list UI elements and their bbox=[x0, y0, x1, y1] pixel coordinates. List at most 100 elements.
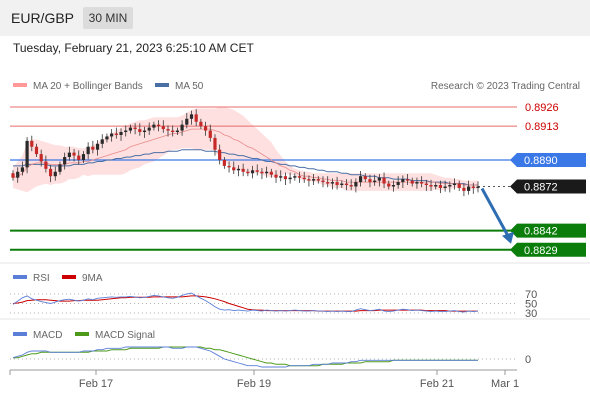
candle-body bbox=[373, 180, 377, 183]
candle-body bbox=[377, 177, 381, 181]
macd-panel: 0 bbox=[10, 346, 531, 368]
candle-body bbox=[95, 143, 100, 150]
candle-body bbox=[161, 126, 165, 130]
candle-body bbox=[128, 127, 133, 131]
candle-body bbox=[138, 129, 142, 133]
candle-body bbox=[11, 173, 15, 178]
candle-body bbox=[222, 160, 226, 166]
level-tag-0.8890 bbox=[510, 153, 586, 167]
candle-body bbox=[227, 165, 231, 168]
candle-body bbox=[124, 130, 128, 133]
candle-body bbox=[471, 186, 475, 188]
level-label-0.8926: 0.8926 bbox=[525, 102, 559, 114]
candle-body bbox=[152, 124, 156, 128]
candle-body bbox=[142, 130, 147, 133]
candle-body bbox=[321, 180, 325, 183]
candle-body bbox=[48, 168, 53, 177]
level-label-0.8842: 0.8842 bbox=[524, 226, 558, 238]
candle-body bbox=[391, 185, 396, 187]
rsi-legend-swatch bbox=[13, 275, 27, 279]
rsi-legend-label: RSI bbox=[33, 273, 50, 284]
candle-body bbox=[110, 133, 114, 137]
candle-body bbox=[175, 130, 179, 133]
macd-legend-label: MACD bbox=[33, 330, 62, 341]
candle-body bbox=[236, 168, 241, 171]
level-label-0.8872: 0.8872 bbox=[524, 182, 558, 194]
level-tag-0.8829 bbox=[510, 242, 586, 257]
candle-body bbox=[105, 136, 109, 140]
candle-body bbox=[274, 174, 278, 178]
candle-body bbox=[63, 157, 67, 165]
macd-signal-legend-swatch bbox=[75, 332, 89, 336]
candle-body bbox=[250, 170, 255, 174]
candle-body bbox=[53, 171, 57, 177]
candle-body bbox=[180, 124, 184, 131]
x-tick-label: Mar 1 bbox=[491, 378, 519, 390]
candle-body bbox=[429, 185, 433, 187]
candle-body bbox=[405, 179, 410, 181]
candle-body bbox=[443, 186, 447, 188]
candle-body bbox=[213, 137, 217, 150]
rsi-level-label: 70 bbox=[525, 289, 537, 301]
candle-body bbox=[246, 171, 250, 174]
candle-body bbox=[288, 177, 292, 180]
candle-body bbox=[208, 130, 212, 138]
candle-body bbox=[260, 171, 264, 174]
rsi-level-label: 50 bbox=[525, 299, 537, 311]
candle-body bbox=[307, 179, 311, 181]
candle-body bbox=[467, 186, 471, 191]
ma20-line bbox=[12, 128, 478, 186]
macd-signal-line bbox=[13, 346, 478, 367]
rsi-level-label: 30 bbox=[525, 308, 537, 320]
chart-header-bar: EUR/GBP 30 MIN bbox=[0, 0, 590, 36]
x-tick-label: Feb 17 bbox=[79, 378, 113, 390]
candle-body bbox=[344, 183, 349, 186]
level-tag-0.8872 bbox=[510, 179, 586, 194]
level-label-0.8890: 0.8890 bbox=[524, 155, 558, 167]
candle-body bbox=[387, 183, 391, 187]
candle-body bbox=[185, 118, 189, 125]
level-tag-0.8842 bbox=[510, 223, 586, 238]
price-panel: 0.8926 0.8913 0.8890 0.8872 0.8842 0.8829 bbox=[10, 102, 586, 257]
candle-body bbox=[147, 127, 151, 131]
candle-body bbox=[457, 183, 461, 188]
macd-legend-swatch bbox=[13, 332, 27, 336]
candle-body bbox=[67, 152, 71, 158]
level-label-0.8829: 0.8829 bbox=[524, 245, 558, 257]
candle-body bbox=[91, 146, 95, 150]
candle-body bbox=[358, 176, 363, 183]
ma20-legend-swatch bbox=[13, 83, 27, 87]
candle-body bbox=[25, 140, 29, 168]
candle-body bbox=[114, 133, 118, 135]
candle-body bbox=[157, 124, 161, 127]
copyright-text: Research © 2023 Trading Central bbox=[431, 81, 580, 92]
ma50-line bbox=[13, 149, 478, 186]
timeframe-button[interactable]: 30 MIN bbox=[83, 7, 133, 29]
candle-body bbox=[462, 187, 466, 191]
candle-body bbox=[218, 149, 222, 160]
candle-body bbox=[133, 127, 137, 130]
x-axis: Feb 17 Feb 19 Feb 21 Mar 1 bbox=[9, 370, 519, 390]
candle-body bbox=[312, 179, 316, 181]
candle-body bbox=[232, 167, 236, 171]
candle-body bbox=[241, 168, 245, 172]
rsi-ma-legend-label: 9MA bbox=[82, 273, 103, 284]
candle-body bbox=[326, 182, 330, 184]
rsi-line bbox=[12, 292, 479, 313]
candle-body bbox=[476, 186, 480, 188]
candle-body bbox=[199, 121, 203, 127]
ma50-legend-swatch bbox=[155, 83, 169, 87]
candle-body bbox=[255, 170, 259, 172]
candle-body bbox=[316, 179, 320, 181]
candle-body bbox=[438, 185, 443, 188]
candle-body bbox=[410, 180, 414, 184]
candle-body bbox=[363, 176, 367, 180]
candle-body bbox=[340, 183, 344, 186]
ma50-legend-label: MA 50 bbox=[175, 81, 204, 92]
candle-body bbox=[72, 152, 76, 156]
candle-body bbox=[354, 182, 358, 187]
candle-body bbox=[81, 154, 86, 160]
candle-body bbox=[302, 177, 306, 180]
candle-body bbox=[119, 132, 123, 135]
